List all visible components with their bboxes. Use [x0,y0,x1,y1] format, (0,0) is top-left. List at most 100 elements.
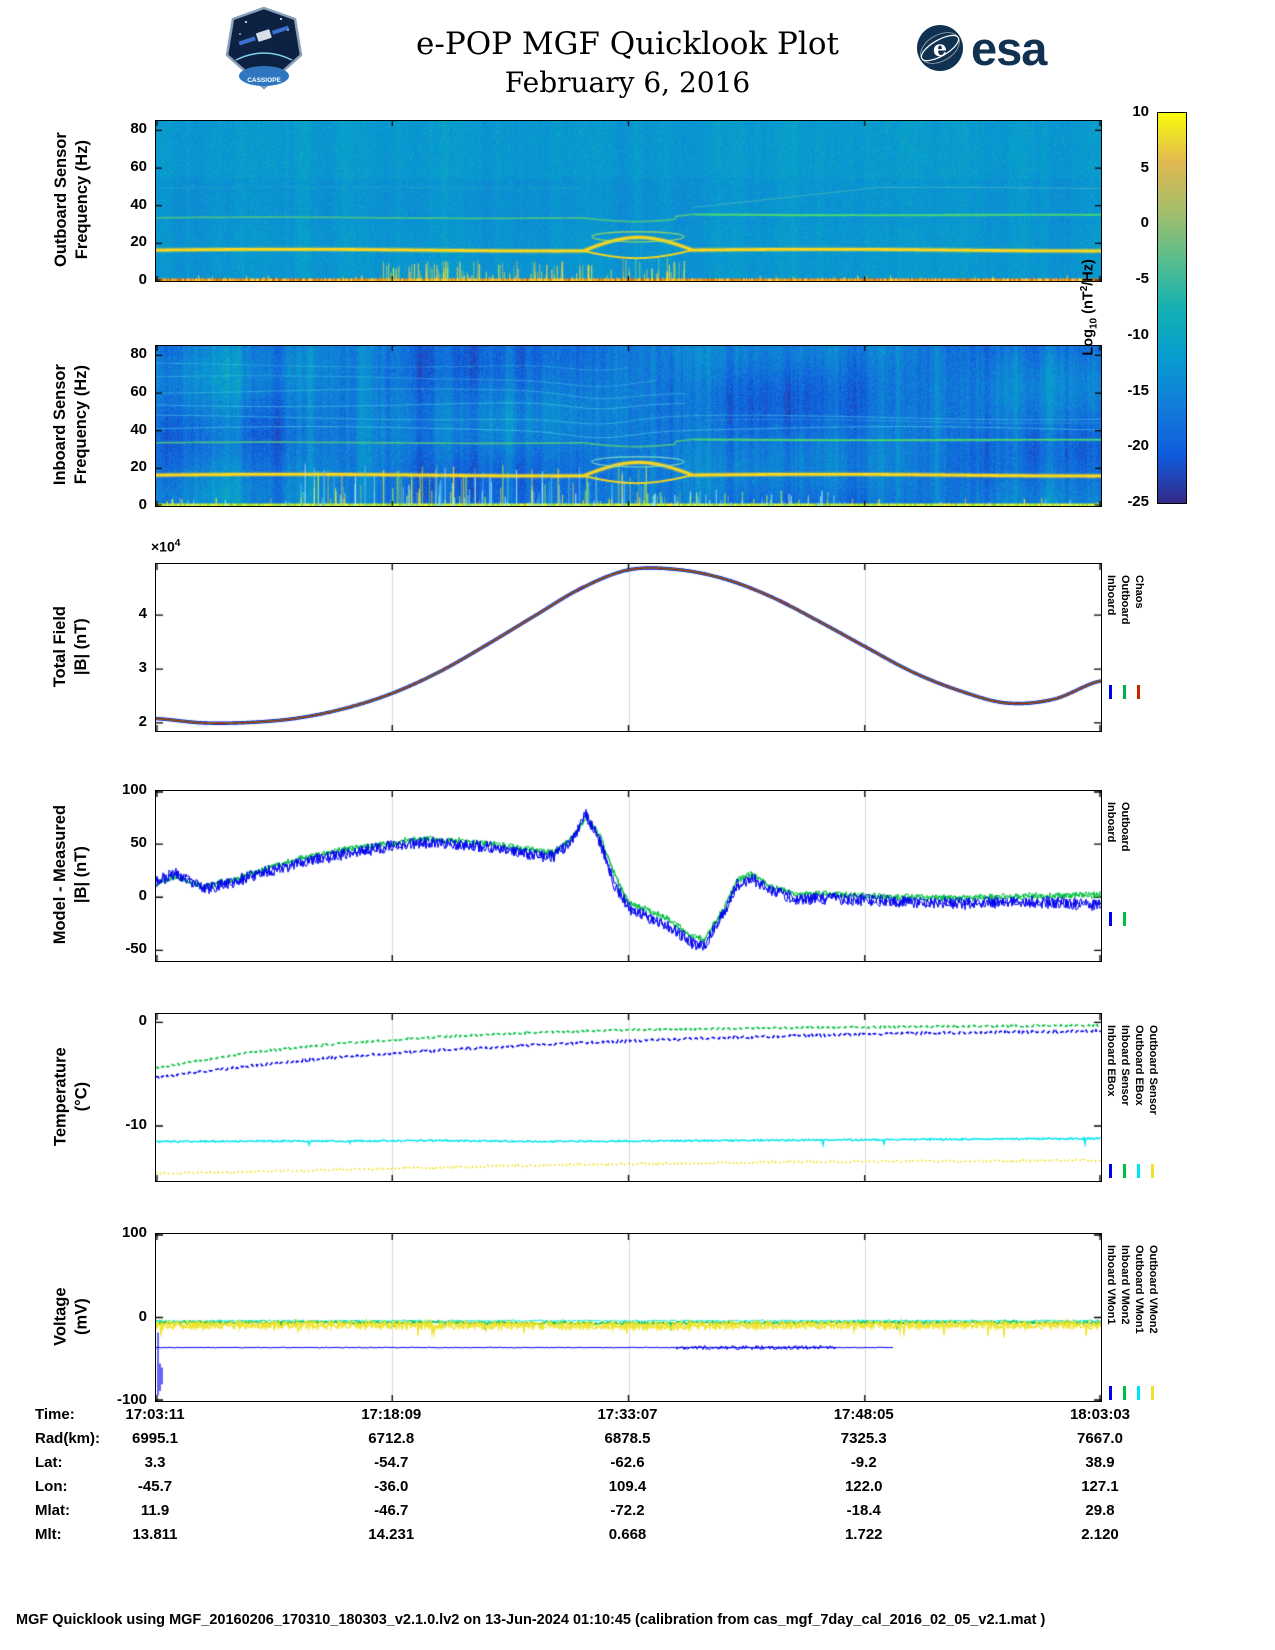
ylabel-line: |B| (nT) [72,846,91,904]
ephemeris-row-label: Rad(km): [35,1430,101,1447]
legend-line-sample [1109,685,1112,699]
y-tick-label: 100 [121,781,147,798]
y-tick-label: -50 [125,940,147,958]
ylabel-line: Total Field [51,605,70,688]
patch-horizon [235,52,293,61]
ylabel-line: Frequency (Hz) [72,365,90,485]
colorbar-tick-label: -15 [1127,381,1149,399]
ephemeris-value: 17:03:11 [125,1406,185,1423]
legend-label: Chaos [1133,575,1145,609]
temperature-legend: Inboard EBox Inboard Sensor Outboard EBox O… [1104,1013,1159,1180]
ephemeris-value: 17:48:05 [833,1406,894,1423]
y-tick-label: 0 [138,496,147,513]
legend-entry: Inboard VMon2 [1118,1233,1131,1400]
legend-line-sample [1137,1164,1140,1178]
esa-emblem-letter: e [933,36,947,62]
y-tick-label: 60 [130,158,147,176]
ylabel-line: |B| (nT) [72,618,90,675]
page-title: e-POP MGF Quicklook Plot [416,26,839,62]
y-tick-label: 0 [138,1307,147,1325]
voltage-plot [155,1233,1102,1402]
ephemeris-value: 7325.3 [840,1430,887,1447]
model-measured-ylabel: Model - Measured |B| (nT) [42,790,100,960]
ephemeris-value: -54.7 [374,1454,409,1471]
ylabel-line: Frequency (Hz) [72,140,91,260]
ephemeris-value: 1.722 [844,1526,883,1543]
total-field-ylabel: Total Field |B| (nT) [42,563,100,730]
ephemeris-value: -72.2 [610,1502,645,1519]
legend-line-sample [1151,1386,1154,1400]
legend-line-sample [1123,685,1126,699]
colorbar-label: Log10 (nT2/Hz) [1078,258,1100,356]
ylabel-line: (mV) [72,1298,90,1335]
legend-label: Inboard VMon1 [1105,1245,1117,1325]
colorbar-tick-label: -20 [1127,437,1149,455]
voltage-ylabel: Voltage (mV) [42,1233,100,1400]
footer-note: MGF Quicklook using MGF_20160206_170310_… [16,1612,1046,1628]
ephemeris-value: -18.4 [846,1502,881,1519]
legend-line-sample [1109,1386,1112,1400]
ylabel-line: (°C) [72,1081,91,1112]
legend-label: Outboard VMon1 [1133,1245,1145,1334]
legend-label: Outboard VMon2 [1147,1245,1159,1334]
total-field-exponent-label: ×104 [151,538,181,555]
legend-entry: Outboard Sensor [1146,1013,1159,1180]
legend-line-sample [1151,1164,1154,1178]
legend-entry: Outboard EBox [1132,1013,1145,1180]
model-measured-legend: Inboard Outboard [1104,790,1131,960]
ephemeris-value: 17:33:07 [597,1406,658,1423]
ylabel-line: Outboard Sensor [51,132,70,268]
y-tick-label: 20 [130,233,147,251]
y-tick-label: 0 [138,1012,147,1030]
total-field-plot [155,563,1102,732]
esa-emblem-icon: e [917,25,963,71]
legend-line-sample [1109,912,1112,926]
y-tick-label: 100 [121,1224,147,1241]
ephemeris-value: -36.0 [374,1478,409,1495]
legend-label: Outboard [1119,802,1131,852]
y-tick-label: 40 [130,420,147,438]
legend-entry: Outboard VMon2 [1146,1233,1159,1400]
ylabel-line: Temperature [51,1047,70,1146]
ephemeris-value: 6878.5 [604,1430,651,1447]
ephemeris-value: 13.811 [132,1526,178,1543]
colorbar-tick-label: 5 [1140,158,1149,176]
legend-entry: Inboard [1104,790,1117,960]
ephemeris-value: 0.668 [608,1526,647,1543]
patch-satellite-icon [238,25,290,46]
colorbar-tick-label: 0 [1140,214,1149,232]
ephemeris-row-label: Time: [35,1406,75,1423]
y-tick-label: 60 [130,383,147,401]
y-tick-label: 80 [130,120,147,138]
legend-label: Inboard EBox [1105,1025,1117,1097]
ephemeris-row-label: Lat: [35,1454,63,1471]
legend-label: Inboard VMon2 [1119,1245,1131,1325]
ephemeris-value: 6995.1 [132,1430,178,1447]
legend-label: Outboard Sensor [1147,1025,1159,1115]
colorbar-tick-label: -25 [1127,493,1149,510]
legend-entry: Outboard VMon1 [1132,1233,1145,1400]
y-tick-label: 20 [130,458,147,476]
ephemeris-value: 109.4 [608,1478,647,1495]
y-tick-label: 0 [138,887,147,905]
y-tick-label: 3 [138,659,147,677]
ephemeris-value: 14.231 [368,1526,415,1543]
legend-line-sample [1137,685,1140,699]
legend-line-sample [1123,1164,1126,1178]
y-tick-label: 40 [130,195,147,213]
patch-earth [239,66,289,86]
legend-entry: Inboard VMon1 [1104,1233,1117,1400]
ephemeris-row-label: Mlat: [35,1502,70,1519]
legend-line-sample [1137,1386,1140,1400]
legend-line-sample [1123,1386,1126,1400]
ephemeris-value: 17:18:09 [361,1406,422,1423]
ephemeris-row-label: Mlt: [35,1526,62,1543]
y-tick-label: 50 [130,834,147,852]
ephemeris-value: -45.7 [137,1478,173,1495]
page-date: February 6, 2016 [504,66,751,99]
legend-label: Inboard [1105,575,1117,616]
ylabel-line: Model - Measured [51,805,70,945]
inboard-spectrogram-ylabel: Inboard Sensor Frequency (Hz) [42,345,100,505]
y-tick-label: 80 [130,345,147,363]
